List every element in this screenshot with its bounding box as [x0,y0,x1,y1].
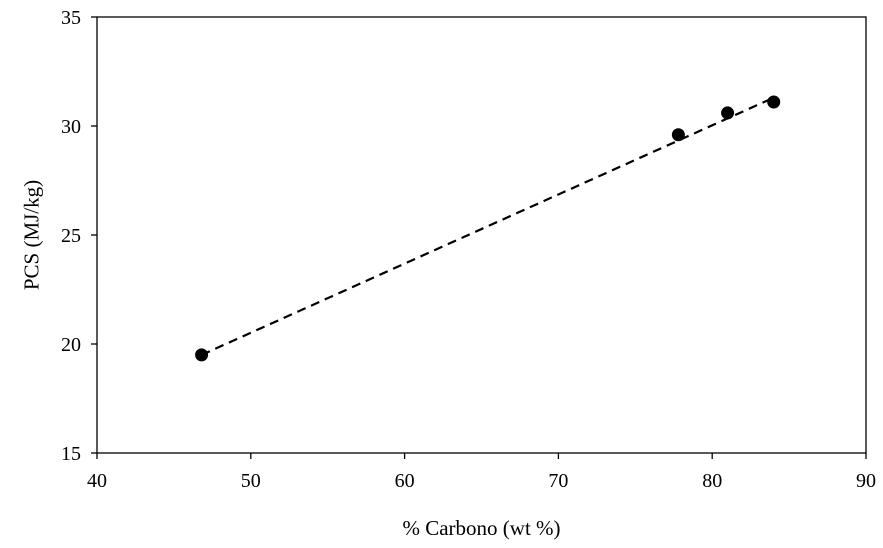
y-tick-label: 20 [61,334,81,356]
trendline-layer [201,96,775,356]
data-point [767,95,781,109]
data-point [671,128,685,142]
x-tick-label: 80 [702,470,722,492]
y-tick-label: 15 [61,443,81,465]
x-axis-ticks: 40 50 60 70 80 90 [87,453,876,492]
y-axis-title: PCS (MJ/kg) [19,180,43,290]
data-points [195,95,781,362]
y-tick-label: 25 [61,225,81,247]
x-tick-label: 40 [87,470,107,492]
x-tick-label: 90 [856,470,876,492]
plot-frame [96,16,867,454]
x-axis-title: % Carbono (wt %) [402,516,560,540]
x-tick-label: 50 [241,470,261,492]
data-point [195,348,209,362]
x-tick-label: 60 [395,470,415,492]
y-axis-ticks: 15 20 25 30 35 [61,7,97,465]
trendline [201,96,775,356]
y-tick-label: 30 [61,116,81,138]
x-tick-label: 70 [548,470,568,492]
y-tick-label: 35 [61,7,81,29]
data-point [721,106,735,120]
plot-area [96,16,867,454]
